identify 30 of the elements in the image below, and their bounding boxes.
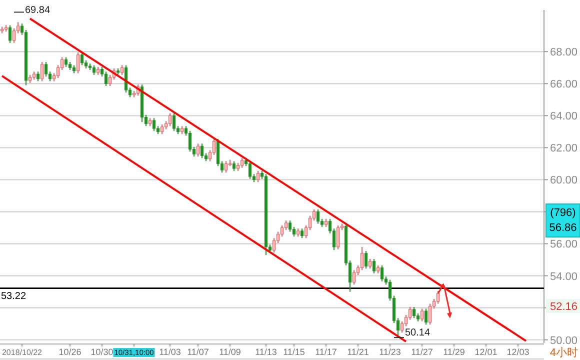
y-tick-label: 56.00 (550, 238, 578, 251)
x-tick-label: 10/30 (90, 347, 114, 357)
x-tick-label: 12/03 (506, 347, 530, 357)
y-tick-label: 64.00 (550, 110, 578, 123)
x-tick-label: 11/27 (411, 347, 433, 357)
x-tick-label: 11/03 (159, 347, 181, 357)
text: 56.86 (549, 222, 577, 234)
text: 52.16 (550, 301, 578, 313)
x-tick-label: 11/15 (283, 347, 305, 357)
x-tick-label: 11/09 (219, 347, 241, 357)
x-tick-label: 10/26 (58, 347, 82, 357)
x-tick-label: 11/21 (347, 347, 369, 357)
y-tick-label: 54.00 (550, 270, 578, 283)
x-tick-label: 11/29 (443, 347, 465, 357)
y-tick-label: 68.00 (550, 46, 578, 59)
y-tick-label: 50.00 (550, 334, 578, 347)
y-tick-label: 66.00 (550, 78, 578, 91)
annotation: 69.84 (25, 5, 50, 16)
ref-line-label: 53.22 (1, 291, 26, 302)
x-tick-label: 2018/10/22 (2, 348, 43, 357)
x-tick-label: 11/13 (255, 347, 277, 357)
x-tick-label: 11/17 (315, 347, 337, 357)
x-tick-label: 11/23 (379, 347, 401, 357)
text: (796) (550, 207, 576, 219)
annotation: 50.14 (405, 328, 430, 339)
x-tick-label: 12/01 (474, 347, 498, 357)
y-tick-label: 62.00 (550, 142, 578, 155)
x-tick-label: 11/07 (187, 347, 209, 357)
text: 4小时 (550, 346, 578, 359)
y-tick-label: 60.00 (550, 174, 578, 187)
